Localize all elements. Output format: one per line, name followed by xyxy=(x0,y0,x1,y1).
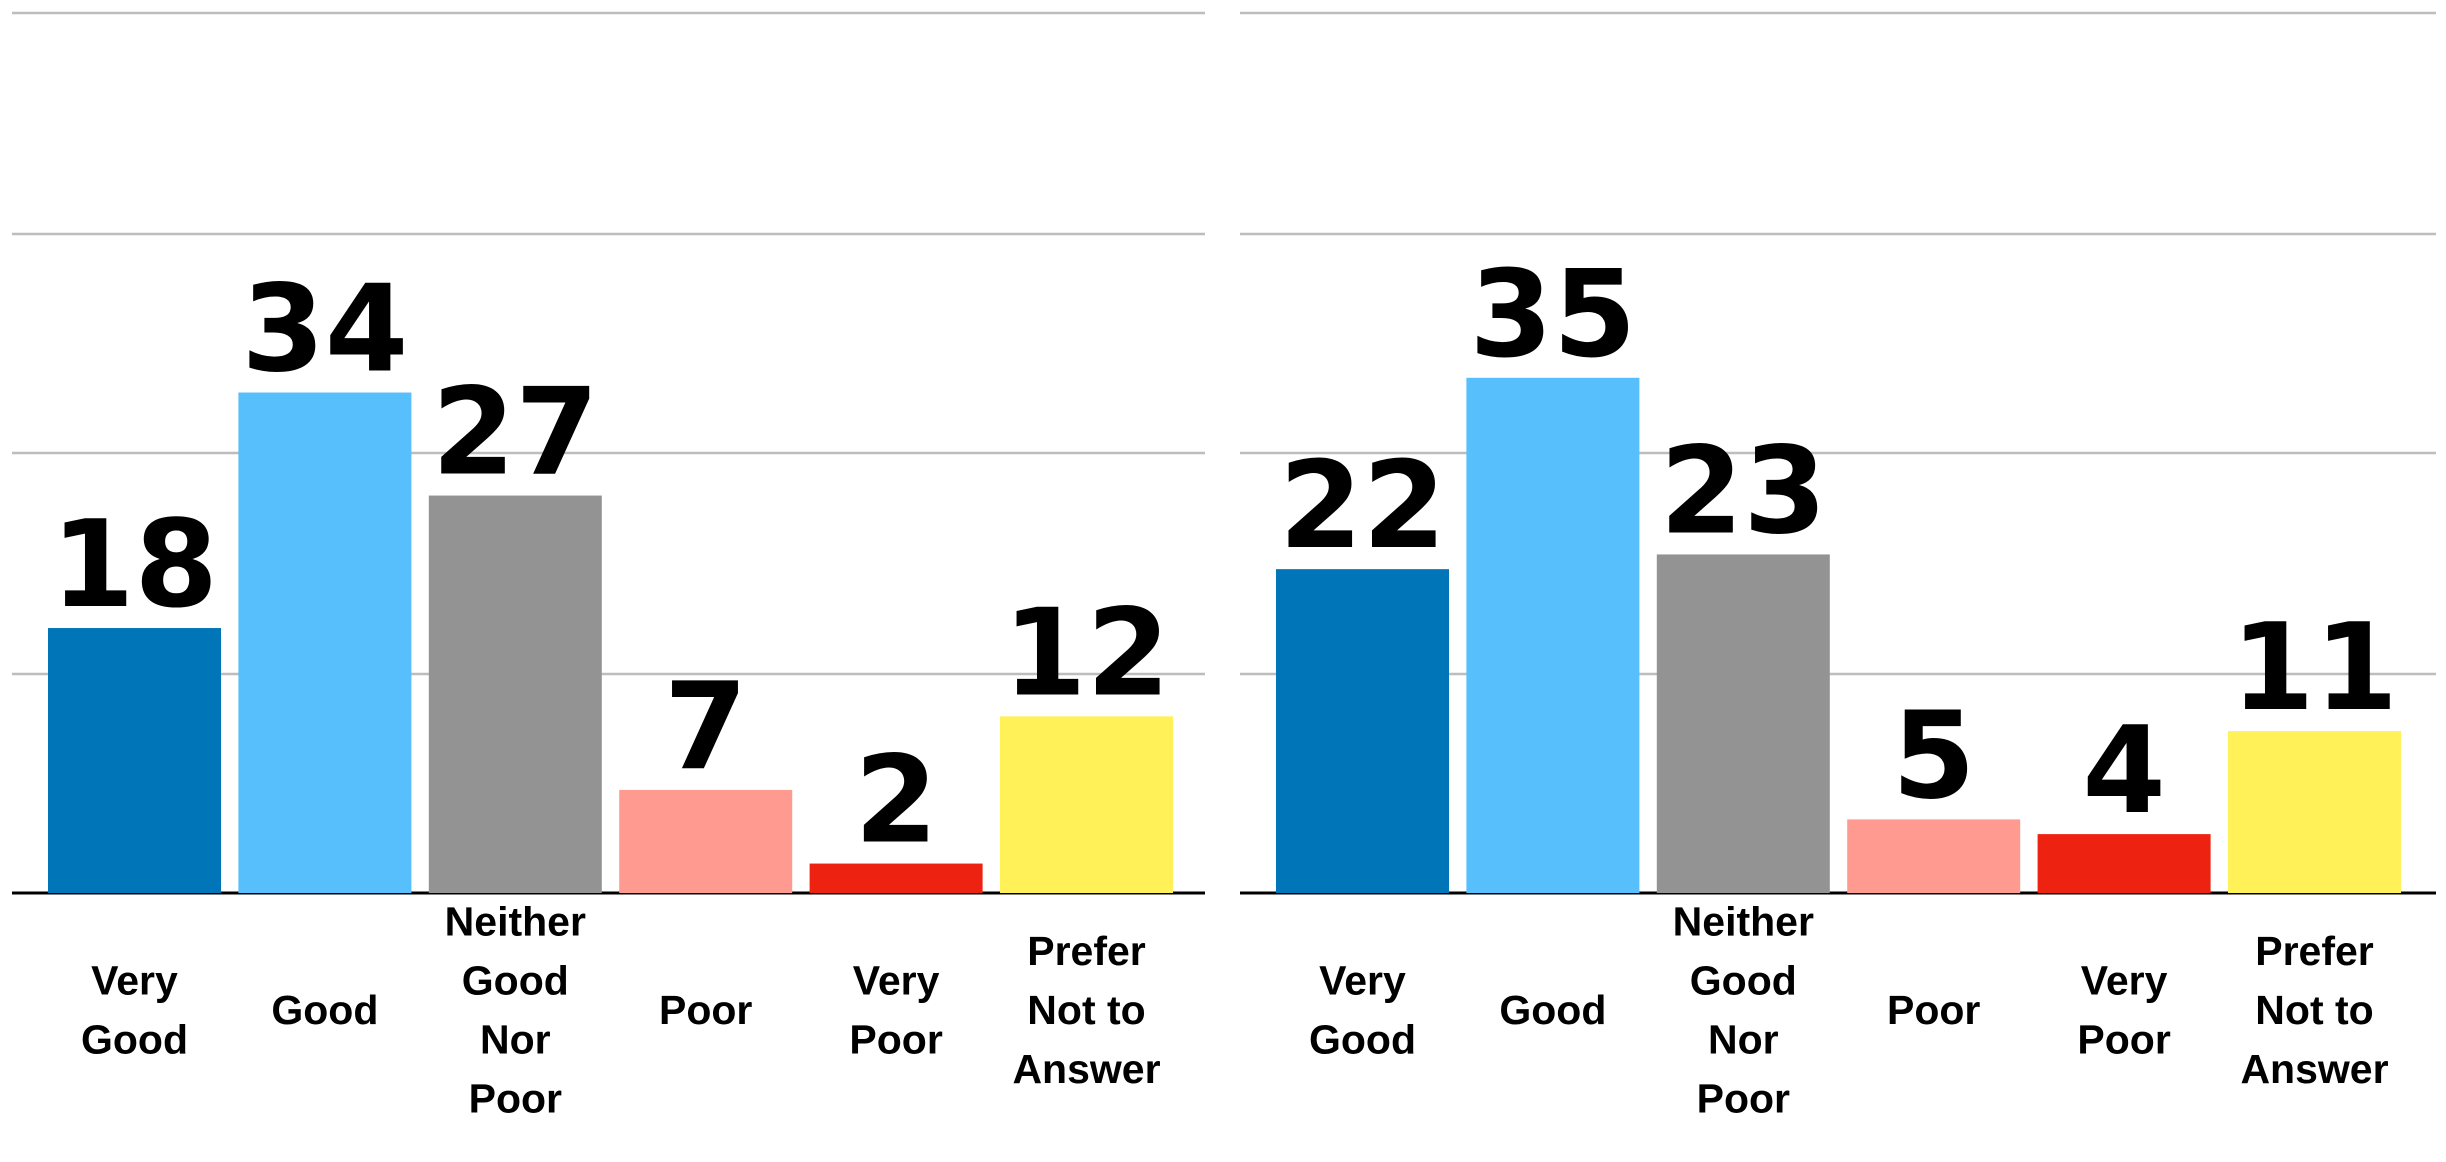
category-label-line: Poor xyxy=(849,1017,942,1063)
category-label-line: Prefer xyxy=(2255,928,2374,974)
bar xyxy=(1847,819,2021,893)
category-label-line: Good xyxy=(1690,958,1797,1004)
category-label-line: Good xyxy=(81,1017,188,1063)
bar xyxy=(48,628,221,893)
category-label: Very Good xyxy=(1309,958,1416,1063)
category-label: Very Good xyxy=(81,958,188,1063)
category-label-line: Good xyxy=(271,987,378,1033)
category-label-line: Neither xyxy=(445,899,586,945)
category-label: Neither Good Nor Poor xyxy=(1673,899,1814,1122)
data-label: 34 xyxy=(241,261,408,400)
data-label: 4 xyxy=(2082,702,2166,841)
category-label-line: Neither xyxy=(1673,899,1814,945)
data-label: 35 xyxy=(1469,246,1636,385)
category-label: Very Poor xyxy=(2077,958,2170,1063)
category-label-line: Poor xyxy=(2077,1017,2170,1063)
category-label: Poor xyxy=(1887,987,1980,1033)
bar xyxy=(2228,731,2401,893)
category-label-line: Poor xyxy=(1887,987,1980,1033)
category-label: Good xyxy=(1499,987,1606,1033)
bar xyxy=(2037,834,2211,893)
category-label: Poor xyxy=(659,987,752,1033)
category-label-line: Nor xyxy=(480,1017,551,1063)
category-label-line: Very xyxy=(2081,958,2168,1004)
category-label-line: Answer xyxy=(1012,1046,1160,1092)
bar xyxy=(428,495,602,893)
category-label-line: Not to xyxy=(1027,987,1145,1033)
bar xyxy=(238,392,412,893)
bar xyxy=(1466,377,1640,893)
category-label-line: Very xyxy=(853,958,940,1004)
data-label: 7 xyxy=(664,658,748,797)
bar xyxy=(1000,716,1173,893)
category-label: Very Poor xyxy=(849,958,942,1063)
category-label-line: Not to xyxy=(2255,987,2373,1033)
data-label: 22 xyxy=(1279,437,1446,576)
category-label-line: Good xyxy=(462,958,569,1004)
bar xyxy=(1276,569,1449,893)
category-label: Neither Good Nor Poor xyxy=(445,899,586,1122)
category-label-line: Answer xyxy=(2240,1046,2388,1092)
data-label: 27 xyxy=(432,364,599,503)
category-label-line: Very xyxy=(1319,958,1406,1004)
category-label: Prefer Not to Answer xyxy=(1012,928,1160,1092)
category-label-line: Prefer xyxy=(1027,928,1146,974)
category-label-line: Very xyxy=(91,958,178,1004)
category-label-line: Poor xyxy=(469,1076,562,1122)
category-label: Good xyxy=(271,987,378,1033)
bar xyxy=(619,789,793,893)
data-label: 2 xyxy=(854,732,938,871)
data-label: 11 xyxy=(2231,599,2398,738)
category-label-line: Poor xyxy=(659,987,752,1033)
category-label-line: Nor xyxy=(1708,1017,1779,1063)
data-label: 18 xyxy=(51,496,218,635)
category-label: Prefer Not to Answer xyxy=(2240,928,2388,1092)
data-label: 12 xyxy=(1003,584,1170,723)
category-label-line: Good xyxy=(1309,1017,1416,1063)
data-label: 5 xyxy=(1892,687,1976,826)
bar xyxy=(1656,554,1830,893)
bar xyxy=(809,863,983,893)
category-label-line: Poor xyxy=(1697,1076,1790,1122)
data-label: 23 xyxy=(1660,422,1827,561)
category-label-line: Good xyxy=(1499,987,1606,1033)
